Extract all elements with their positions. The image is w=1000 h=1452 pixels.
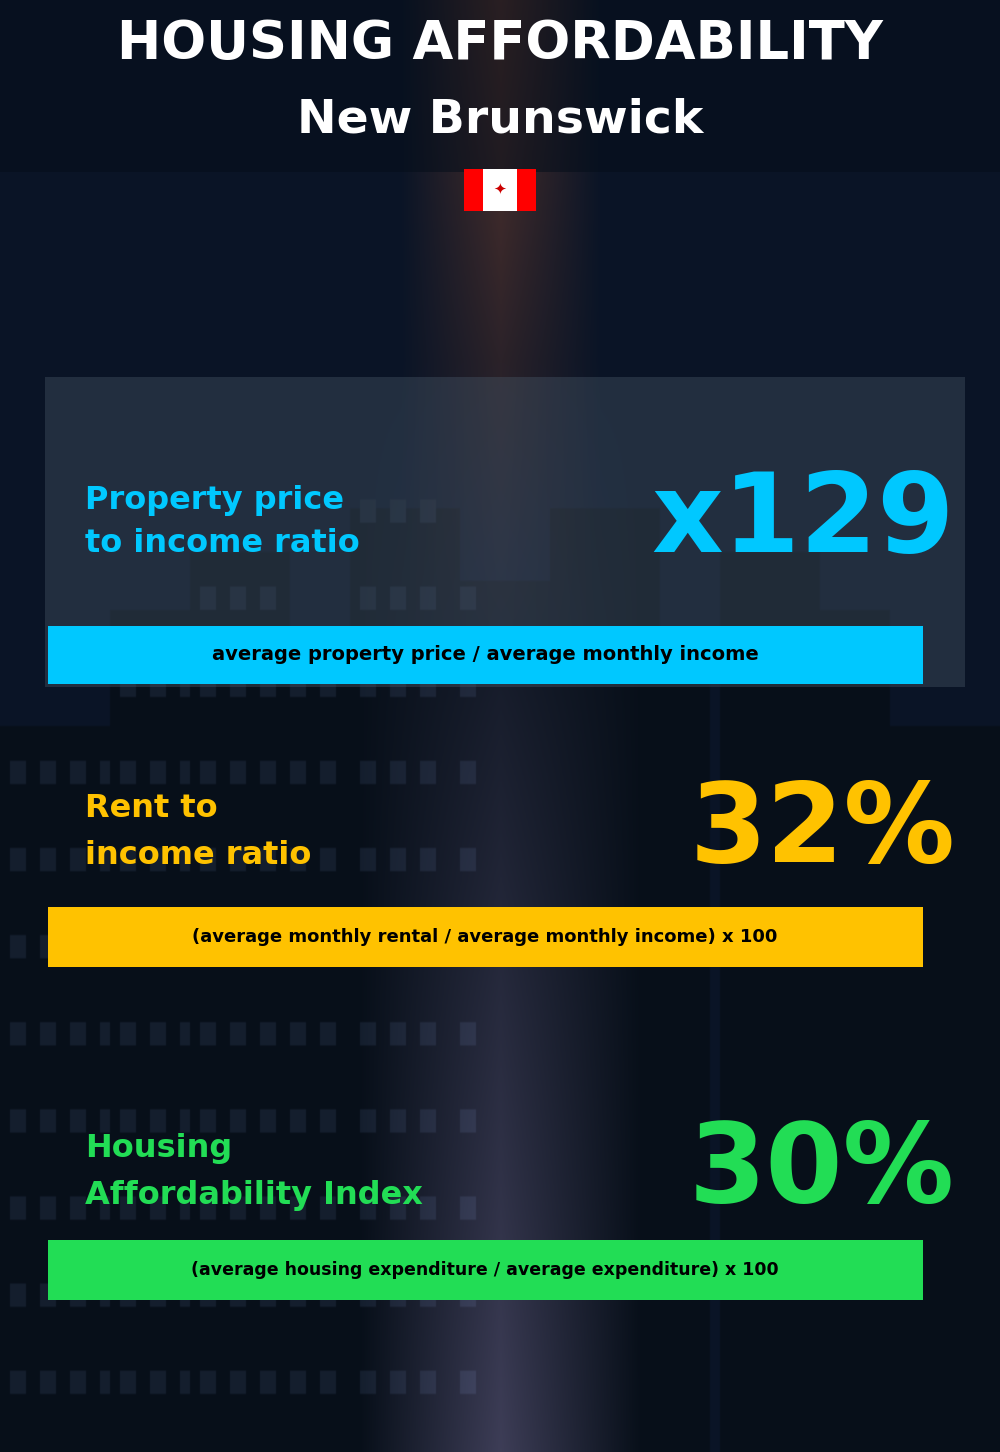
Bar [517, 168, 536, 211]
Bar [0, 0, 1000, 171]
Text: 30%: 30% [689, 1118, 955, 1225]
Bar [464, 168, 536, 211]
Text: ✦: ✦ [494, 182, 506, 196]
Text: Property price
to income ratio: Property price to income ratio [85, 485, 360, 559]
Bar [48, 626, 923, 684]
Text: (average monthly rental / average monthly income) x 100: (average monthly rental / average monthl… [192, 928, 778, 947]
Bar [48, 908, 923, 967]
Text: x129: x129 [652, 469, 955, 575]
Bar [464, 168, 483, 211]
Text: HOUSING AFFORDABILITY: HOUSING AFFORDABILITY [117, 17, 883, 70]
Bar [48, 1240, 923, 1300]
Text: New Brunswick: New Brunswick [297, 97, 703, 142]
Bar [45, 378, 965, 687]
Text: Rent to
income ratio: Rent to income ratio [85, 793, 311, 871]
Text: average property price / average monthly income: average property price / average monthly… [212, 646, 758, 665]
Text: 32%: 32% [689, 778, 955, 886]
Text: (average housing expenditure / average expenditure) x 100: (average housing expenditure / average e… [191, 1260, 779, 1279]
Text: Housing
Affordability Index: Housing Affordability Index [85, 1133, 423, 1211]
